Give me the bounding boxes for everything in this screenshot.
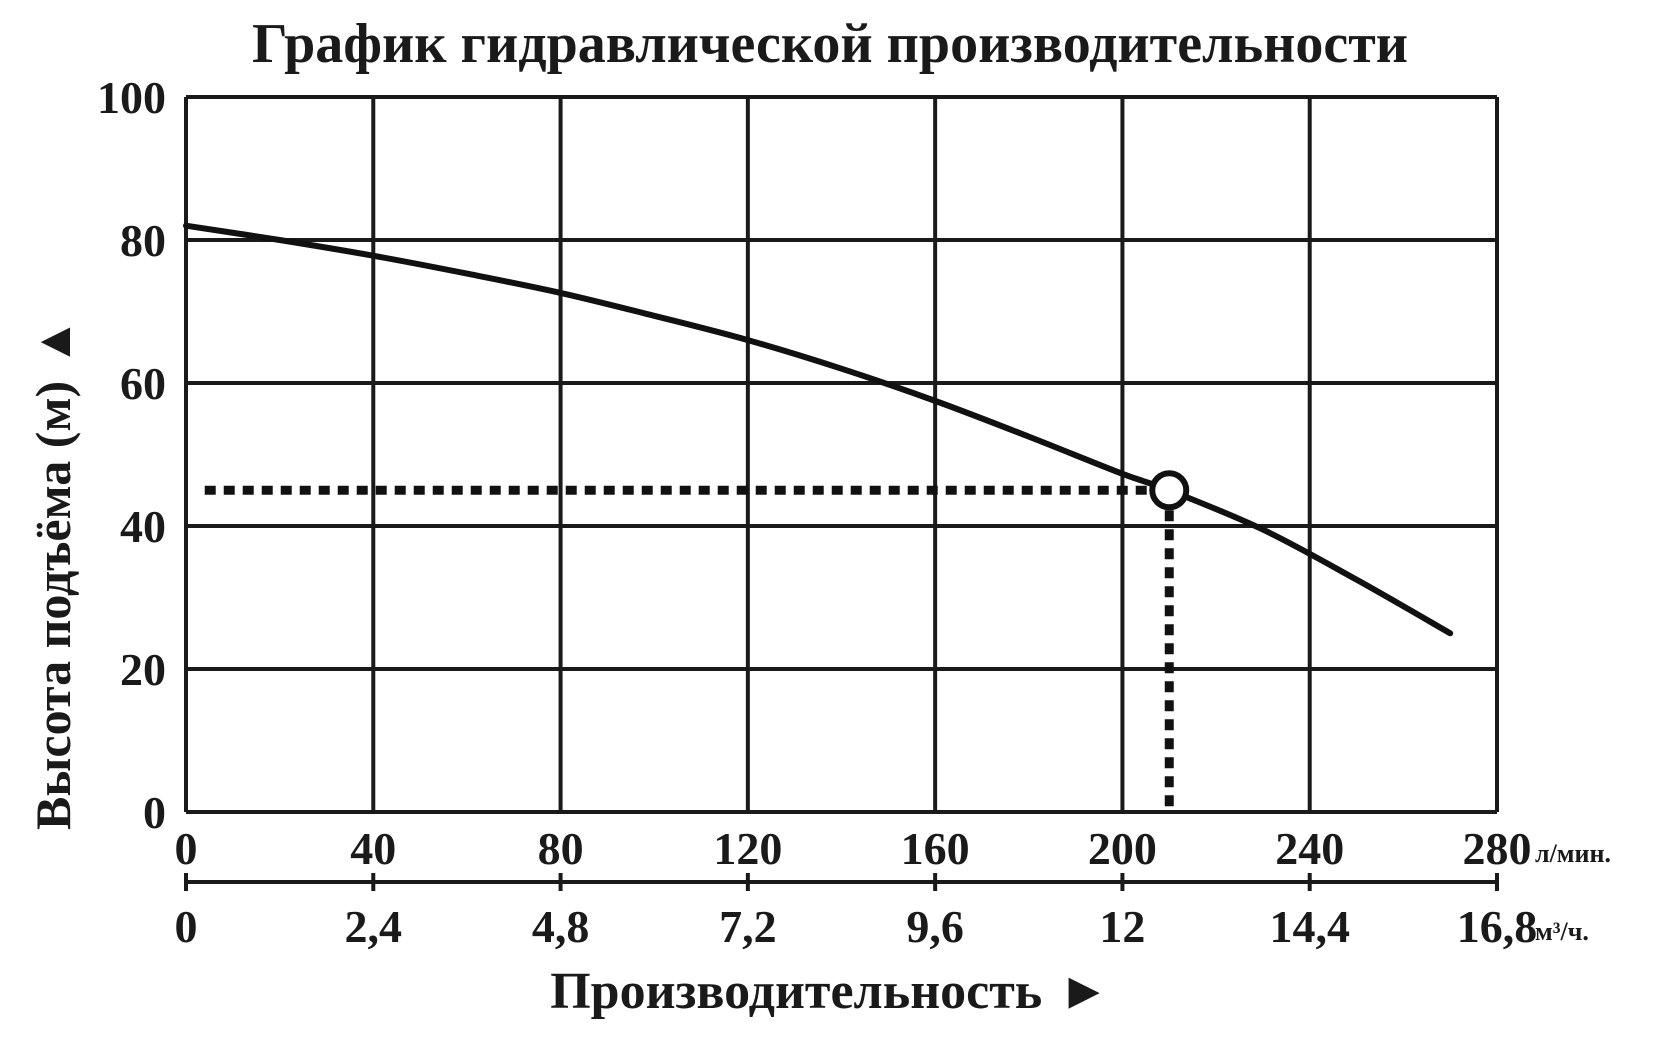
- x2-tick-label: 12: [1099, 901, 1145, 952]
- x2-tick-labels: 0 2,4 4,8 7,2 9,6 12 14,4 16,8: [175, 901, 1538, 952]
- x-axis-title: Производительность: [550, 963, 1042, 1020]
- x-tick-label: 200: [1088, 823, 1157, 874]
- y-tick-label: 80: [120, 215, 166, 266]
- svg-text:Высота подъёма (м)▲: Высота подъёма (м) ▲: [25, 317, 81, 830]
- x2-tick-label: 7,2: [719, 901, 777, 952]
- operating-point: [1149, 470, 1190, 511]
- y-tick-labels: 0 20 40 60 80 100: [97, 72, 166, 838]
- secondary-x-axis: [184, 873, 1499, 891]
- operating-point-marker: [1149, 470, 1190, 511]
- chart-title: График гидравлической производительности: [252, 13, 1408, 75]
- x2-tick-label: 14,4: [1269, 901, 1350, 952]
- x-tick-label: 160: [901, 823, 970, 874]
- y-tick-label: 0: [143, 787, 166, 838]
- x2-tick-label: 4,8: [532, 901, 590, 952]
- x2-tick-label: 16,8: [1457, 901, 1538, 952]
- y-axis-title: Высота подъёма (м): [25, 381, 81, 830]
- x2-tick-label: 2,4: [345, 901, 403, 952]
- y-tick-label: 100: [97, 72, 166, 123]
- x-tick-label: 280: [1463, 823, 1532, 874]
- y-axis-arrow-icon: ▲: [25, 317, 81, 367]
- y-axis-label: Высота подъёма (м) ▲: [25, 317, 81, 830]
- y-tick-label: 40: [120, 501, 166, 552]
- y-tick-label: 20: [120, 644, 166, 695]
- x-axis-label: Производительность ►: [550, 963, 1110, 1020]
- x-axis-unit-lmin: л/мин.: [1535, 839, 1611, 868]
- y-tick-label: 60: [120, 358, 166, 409]
- series-lines: [183, 222, 1454, 637]
- x-axis-arrow-icon: ►: [1058, 963, 1109, 1020]
- x-tick-label: 40: [350, 823, 396, 874]
- x-tick-label: 240: [1275, 823, 1344, 874]
- x2-tick-label: 9,6: [906, 901, 964, 952]
- x-tick-label: 120: [713, 823, 782, 874]
- x-tick-label: 0: [175, 823, 198, 874]
- x-tick-labels: 0 40 80 120 160 200 240 280: [175, 823, 1532, 874]
- series-line-0: [183, 222, 1454, 637]
- operating-point-guides: [204, 485, 1174, 812]
- x-axis-unit-m3h: м³/ч.: [1535, 917, 1589, 946]
- x2-tick-label: 0: [175, 901, 198, 952]
- grid: [184, 95, 1499, 814]
- x-tick-label: 80: [538, 823, 584, 874]
